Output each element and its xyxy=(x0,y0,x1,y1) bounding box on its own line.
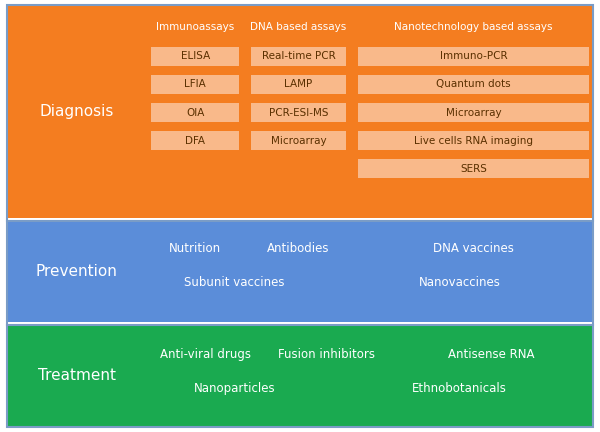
FancyBboxPatch shape xyxy=(358,131,589,150)
FancyBboxPatch shape xyxy=(11,328,142,422)
Text: Treatment: Treatment xyxy=(37,368,115,383)
Text: Nanovaccines: Nanovaccines xyxy=(419,276,500,289)
FancyBboxPatch shape xyxy=(358,47,589,66)
Text: Prevention: Prevention xyxy=(35,264,118,279)
Text: DNA vaccines: DNA vaccines xyxy=(433,241,514,255)
FancyBboxPatch shape xyxy=(151,342,260,366)
FancyBboxPatch shape xyxy=(251,131,346,150)
FancyBboxPatch shape xyxy=(358,103,589,122)
FancyBboxPatch shape xyxy=(151,376,317,401)
FancyBboxPatch shape xyxy=(330,270,589,295)
FancyBboxPatch shape xyxy=(151,103,239,122)
Text: PCR-ESI-MS: PCR-ESI-MS xyxy=(269,108,328,118)
Text: Ethnobotanicals: Ethnobotanicals xyxy=(412,382,507,395)
FancyBboxPatch shape xyxy=(151,47,239,66)
FancyBboxPatch shape xyxy=(151,75,239,94)
FancyBboxPatch shape xyxy=(151,131,239,150)
Text: LAMP: LAMP xyxy=(284,79,313,89)
Text: ELISA: ELISA xyxy=(181,51,210,61)
FancyBboxPatch shape xyxy=(151,236,239,260)
Text: DFA: DFA xyxy=(185,136,205,146)
Text: Quantum dots: Quantum dots xyxy=(436,79,511,89)
Text: Nutrition: Nutrition xyxy=(169,241,221,255)
FancyBboxPatch shape xyxy=(11,8,142,215)
Text: Microarray: Microarray xyxy=(446,108,502,118)
FancyBboxPatch shape xyxy=(330,376,589,401)
FancyBboxPatch shape xyxy=(11,225,142,319)
Text: Diagnosis: Diagnosis xyxy=(40,104,113,119)
Text: Fusion inhibitors: Fusion inhibitors xyxy=(278,347,376,361)
Text: Antibodies: Antibodies xyxy=(267,241,330,255)
FancyBboxPatch shape xyxy=(151,17,239,37)
Text: Immuno-PCR: Immuno-PCR xyxy=(440,51,508,61)
FancyBboxPatch shape xyxy=(7,5,593,218)
FancyBboxPatch shape xyxy=(358,236,589,260)
FancyBboxPatch shape xyxy=(251,236,346,260)
FancyBboxPatch shape xyxy=(358,159,589,178)
Text: SERS: SERS xyxy=(460,164,487,174)
FancyBboxPatch shape xyxy=(7,325,593,426)
Text: Nanoparticles: Nanoparticles xyxy=(193,382,275,395)
FancyBboxPatch shape xyxy=(251,75,346,94)
FancyBboxPatch shape xyxy=(358,75,589,94)
FancyBboxPatch shape xyxy=(251,47,346,66)
Text: Subunit vaccines: Subunit vaccines xyxy=(184,276,284,289)
FancyBboxPatch shape xyxy=(7,222,593,322)
Text: Immunoassays: Immunoassays xyxy=(156,22,235,32)
FancyBboxPatch shape xyxy=(251,17,346,37)
FancyBboxPatch shape xyxy=(251,103,346,122)
FancyBboxPatch shape xyxy=(151,270,317,295)
Text: Microarray: Microarray xyxy=(271,136,326,146)
Text: Antisense RNA: Antisense RNA xyxy=(448,347,535,361)
Text: LFIA: LFIA xyxy=(184,79,206,89)
FancyBboxPatch shape xyxy=(394,342,589,366)
Text: Nanotechnology based assays: Nanotechnology based assays xyxy=(394,22,553,32)
Text: Anti-viral drugs: Anti-viral drugs xyxy=(160,347,251,361)
FancyBboxPatch shape xyxy=(358,17,589,37)
FancyBboxPatch shape xyxy=(272,342,382,366)
Text: Live cells RNA imaging: Live cells RNA imaging xyxy=(414,136,533,146)
Text: OIA: OIA xyxy=(186,108,205,118)
Text: DNA based assays: DNA based assays xyxy=(250,22,347,32)
Text: Real-time PCR: Real-time PCR xyxy=(262,51,335,61)
